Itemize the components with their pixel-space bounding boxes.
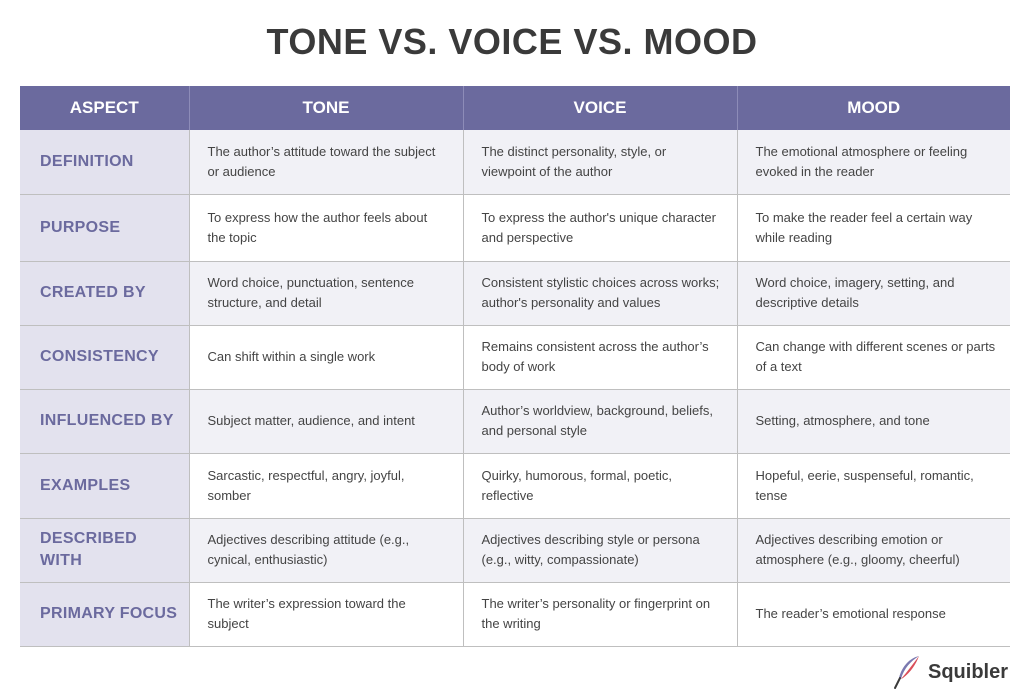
voice-cell: Remains consistent across the author’s b… — [463, 325, 738, 390]
tone-cell: Subject matter, audience, and intent — [189, 389, 464, 454]
table-row: PURPOSE To express how the author feels … — [20, 194, 1010, 262]
aspect-cell: CREATED BY — [20, 261, 190, 326]
table-row: CONSISTENCY Can shift within a single wo… — [20, 325, 1010, 390]
table-row: PRIMARY FOCUS The writer’s expression to… — [20, 582, 1010, 647]
mood-cell: Hopeful, eerie, suspenseful, romantic, t… — [737, 453, 1010, 519]
tone-cell: Word choice, punctuation, sentence struc… — [189, 261, 464, 326]
header-tone: TONE — [189, 86, 464, 130]
voice-cell: Quirky, humorous, formal, poetic, reflec… — [463, 453, 738, 519]
aspect-cell: PURPOSE — [20, 194, 190, 262]
voice-cell: The distinct personality, style, or view… — [463, 130, 738, 195]
page-title: TONE VS. VOICE VS. MOOD — [266, 21, 758, 62]
table-row: INFLUENCED BY Subject matter, audience, … — [20, 389, 1010, 454]
mood-cell: The reader’s emotional response — [737, 582, 1010, 647]
aspect-cell: DEFINITION — [20, 130, 190, 195]
mood-cell: The emotional atmosphere or feeling evok… — [737, 130, 1010, 195]
quill-feather-icon — [893, 656, 919, 689]
tone-cell: Can shift within a single work — [189, 325, 464, 390]
mood-cell: Setting, atmosphere, and tone — [737, 389, 1010, 454]
brand-logo: Squibler — [878, 652, 1008, 692]
table-row: DESCRIBED WITH Adjectives describing att… — [20, 518, 1010, 583]
brand-name: Squibler — [927, 660, 1008, 683]
tone-cell: The writer’s expression toward the subje… — [189, 582, 464, 647]
aspect-cell: PRIMARY FOCUS — [20, 582, 190, 647]
voice-cell: Adjectives describing style or persona (… — [463, 518, 738, 583]
mood-cell: To make the reader feel a certain way wh… — [737, 194, 1010, 262]
aspect-cell: DESCRIBED WITH — [20, 518, 190, 583]
table-row: EXAMPLES Sarcastic, respectful, angry, j… — [20, 453, 1010, 519]
aspect-cell: EXAMPLES — [20, 453, 190, 519]
aspect-cell: CONSISTENCY — [20, 325, 190, 390]
comparison-table: ASPECT TONE VOICE MOOD DEFINITION The au… — [20, 86, 1010, 647]
tone-cell: Adjectives describing attitude (e.g., cy… — [189, 518, 464, 583]
table-row: DEFINITION The author’s attitude toward … — [20, 130, 1010, 195]
tone-cell: Sarcastic, respectful, angry, joyful, so… — [189, 453, 464, 519]
mood-cell: Can change with different scenes or part… — [737, 325, 1010, 390]
header-voice: VOICE — [463, 86, 738, 130]
voice-cell: Author’s worldview, background, beliefs,… — [463, 389, 738, 454]
table-header-row: ASPECT TONE VOICE MOOD — [20, 86, 1010, 130]
tone-cell: The author’s attitude toward the subject… — [189, 130, 464, 195]
voice-cell: Consistent stylistic choices across work… — [463, 261, 738, 326]
mood-cell: Adjectives describing emotion or atmosph… — [737, 518, 1010, 583]
aspect-cell: INFLUENCED BY — [20, 389, 190, 454]
mood-cell: Word choice, imagery, setting, and descr… — [737, 261, 1010, 326]
tone-cell: To express how the author feels about th… — [189, 194, 464, 262]
voice-cell: The writer’s personality or fingerprint … — [463, 582, 738, 647]
header-aspect: ASPECT — [20, 86, 190, 130]
table-row: CREATED BY Word choice, punctuation, sen… — [20, 261, 1010, 326]
voice-cell: To express the author's unique character… — [463, 194, 738, 262]
header-mood: MOOD — [737, 86, 1010, 130]
